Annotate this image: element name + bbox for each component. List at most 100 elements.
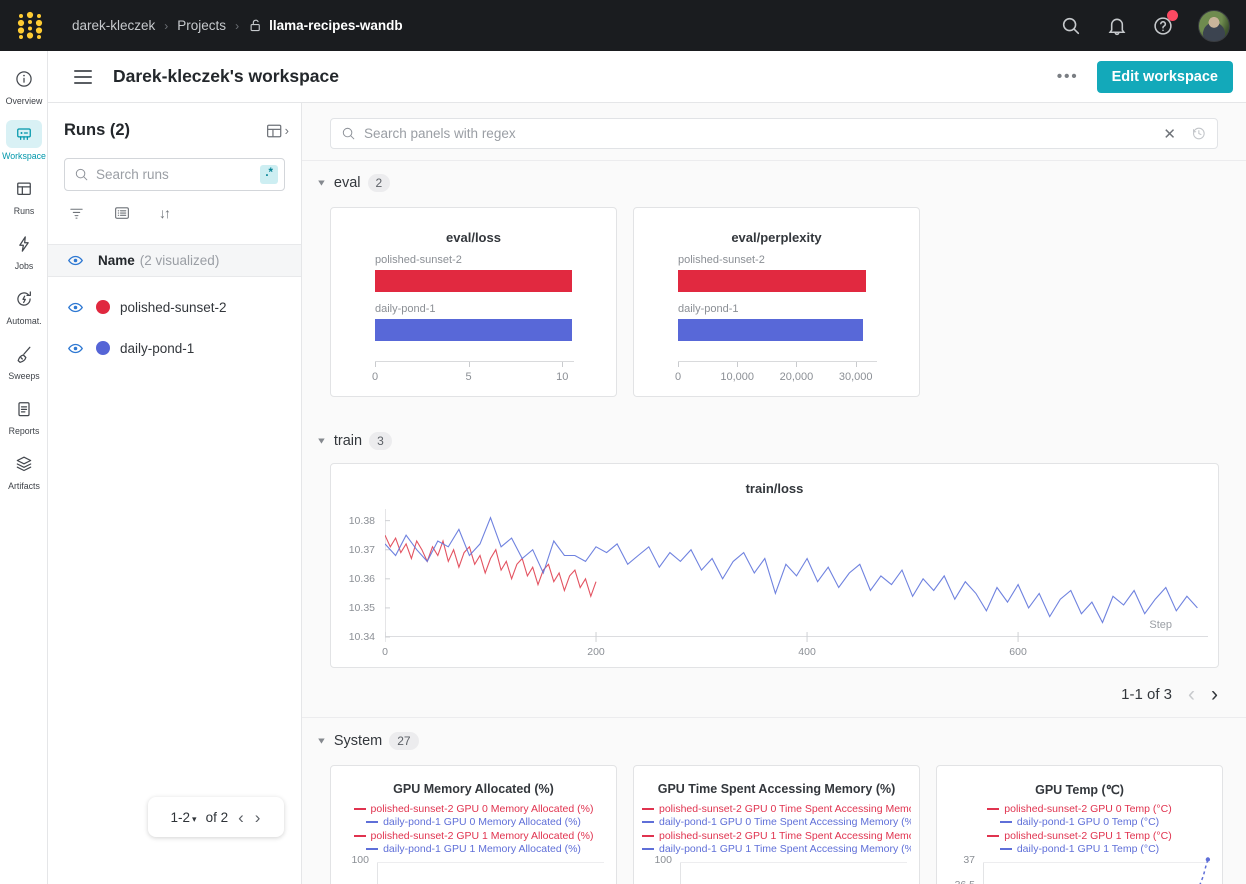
sidebar-item-artifacts[interactable]: Artifacts bbox=[0, 450, 48, 491]
eval-loss-panel[interactable]: eval/loss polished-sunset-2 daily-pond-1 0 5… bbox=[330, 207, 617, 397]
bar-series-label: polished-sunset-2 bbox=[375, 254, 462, 266]
bar-polished-sunset-2[interactable] bbox=[678, 270, 867, 292]
legend-item[interactable]: daily-pond-1 GPU 0 Temp (°C) bbox=[945, 816, 1214, 830]
x-tick-label: 200 bbox=[587, 646, 605, 658]
notifications-bell-icon[interactable] bbox=[1106, 15, 1128, 37]
runs-header-row[interactable]: Name (2 visualized) bbox=[48, 244, 301, 277]
runs-search-input[interactable] bbox=[96, 167, 261, 182]
legend-item[interactable]: polished-sunset-2 GPU 1 Temp (°C) bbox=[945, 829, 1214, 843]
clear-search-icon[interactable]: ✕ bbox=[1163, 125, 1176, 143]
panel-menu-icon[interactable] bbox=[74, 69, 92, 84]
legend-marker bbox=[366, 848, 379, 851]
section-label[interactable]: System bbox=[333, 733, 383, 749]
legend-item[interactable]: daily-pond-1 GPU 1 Temp (°C) bbox=[945, 843, 1214, 857]
section-header-train: ▼ train 3 bbox=[316, 432, 392, 450]
legend-label: polished-sunset-2 GPU 0 Temp (°C) bbox=[1004, 802, 1172, 815]
help-icon[interactable] bbox=[1152, 9, 1178, 37]
breadcrumb-project[interactable]: llama-recipes-wandb bbox=[248, 18, 403, 33]
visibility-eye-icon[interactable] bbox=[67, 340, 84, 357]
eval-perplexity-panel[interactable]: eval/perplexity polished-sunset-2 daily-po… bbox=[633, 207, 920, 397]
legend-item[interactable]: polished-sunset-2 GPU 0 Memory Allocated… bbox=[339, 802, 608, 816]
y-tick-label: 10.37 bbox=[348, 543, 375, 556]
sidebar-item-label: Jobs bbox=[14, 261, 34, 271]
runs-page-range-dropdown[interactable]: 1-2 ▾ bbox=[170, 809, 197, 825]
x-tick-label: 600 bbox=[1009, 646, 1027, 658]
wandb-logo-icon[interactable] bbox=[15, 11, 45, 41]
legend-item[interactable]: polished-sunset-2 GPU 1 Time Spent Acces… bbox=[642, 829, 911, 843]
top-navbar: darek-kleczek › Projects › llama-recipes… bbox=[0, 0, 1246, 51]
run-color-dot bbox=[96, 341, 110, 355]
user-avatar[interactable] bbox=[1198, 9, 1230, 42]
legend-item[interactable]: daily-pond-1 GPU 1 Memory Allocated (%) bbox=[339, 843, 608, 857]
group-list-icon[interactable] bbox=[113, 205, 131, 221]
gridline bbox=[983, 862, 1210, 863]
gridline bbox=[377, 862, 604, 863]
train-loss-panel[interactable]: train/loss 10.34 10.35 10.36 10.37 10.38 0 20… bbox=[330, 463, 1219, 668]
filter-icon[interactable] bbox=[68, 206, 85, 221]
gridline bbox=[680, 862, 907, 863]
legend-item[interactable]: daily-pond-1 GPU 0 Time Spent Accessing … bbox=[642, 816, 911, 830]
breadcrumb-projects[interactable]: Projects bbox=[177, 18, 227, 33]
bar-plot: polished-sunset-2 daily-pond-1 bbox=[678, 254, 877, 352]
x-axis: 0 10,000 20,000 30,000 bbox=[675, 361, 877, 387]
sidebar-item-workspace[interactable]: Workspace bbox=[0, 120, 48, 161]
prev-page-icon[interactable]: ‹ bbox=[238, 807, 244, 827]
search-icon[interactable] bbox=[1060, 15, 1082, 37]
bar-daily-pond-1[interactable] bbox=[375, 319, 572, 341]
left-nav-rail: Overview Workspace Runs Jobs Automat. Sweeps R… bbox=[0, 51, 48, 884]
legend-item[interactable]: polished-sunset-2 GPU 0 Time Spent Acces… bbox=[642, 802, 911, 816]
next-page-icon[interactable]: › bbox=[254, 807, 261, 827]
run-row-polished-sunset-2[interactable]: polished-sunset-2 bbox=[48, 287, 301, 327]
sidebar-item-runs[interactable]: Runs bbox=[0, 175, 48, 216]
eval-panels-row: eval/loss polished-sunset-2 daily-pond-1 0 5… bbox=[330, 207, 920, 397]
sidebar-item-overview[interactable]: Overview bbox=[0, 65, 48, 106]
breadcrumb-separator: › bbox=[235, 18, 240, 33]
chevron-down-icon[interactable]: ▼ bbox=[316, 436, 327, 446]
sidebar-item-reports[interactable]: Reports bbox=[0, 395, 48, 436]
legend-item[interactable]: polished-sunset-2 GPU 0 Temp (°C) bbox=[945, 802, 1214, 816]
sidebar-item-sweeps[interactable]: Sweeps bbox=[0, 340, 48, 381]
workspace-icon bbox=[6, 120, 42, 148]
gpu-temp-panel[interactable]: GPU Temp (℃) polished-sunset-2 GPU 0 Temp… bbox=[936, 765, 1223, 884]
sidebar-item-jobs[interactable]: Jobs bbox=[0, 230, 48, 271]
x-tick-label: 30,000 bbox=[838, 371, 873, 383]
x-tick-label: 400 bbox=[798, 646, 816, 658]
workspace-header: Darek-kleczek's workspace ••• Edit works… bbox=[48, 51, 1246, 103]
search-icon bbox=[75, 168, 88, 181]
history-icon[interactable] bbox=[1190, 125, 1207, 142]
run-row-daily-pond-1[interactable]: daily-pond-1 bbox=[48, 328, 301, 368]
legend-label: daily-pond-1 GPU 1 Temp (°C) bbox=[1016, 843, 1160, 856]
lock-open-icon bbox=[250, 19, 260, 32]
visibility-eye-icon[interactable] bbox=[67, 299, 84, 316]
chevron-down-icon[interactable]: ▼ bbox=[316, 736, 327, 746]
y-tick-label: 36.5 bbox=[947, 879, 975, 884]
edit-workspace-button[interactable]: Edit workspace bbox=[1096, 60, 1233, 93]
x-axis-label: Step bbox=[1149, 619, 1172, 631]
section-label[interactable]: eval bbox=[333, 175, 361, 191]
more-options-icon[interactable]: ••• bbox=[1056, 68, 1079, 85]
panel-search-input[interactable] bbox=[364, 126, 1164, 141]
regex-toggle-badge[interactable]: .* bbox=[260, 165, 278, 184]
next-page-icon[interactable]: › bbox=[1211, 683, 1218, 706]
bar-polished-sunset-2[interactable] bbox=[375, 270, 572, 292]
y-tick-label: 100 bbox=[654, 854, 672, 866]
visibility-eye-icon[interactable] bbox=[67, 252, 84, 269]
legend-item[interactable]: polished-sunset-2 GPU 1 Memory Allocated… bbox=[339, 829, 608, 843]
bar-daily-pond-1[interactable] bbox=[678, 319, 864, 341]
runs-table-expand-icon[interactable]: › bbox=[265, 122, 289, 140]
gpu-time-accessing-memory-panel[interactable]: GPU Time Spent Accessing Memory (%) polis… bbox=[633, 765, 920, 884]
system-panels-row: GPU Memory Allocated (%) polished-sunset-… bbox=[330, 765, 1223, 884]
runs-search-box: .* bbox=[64, 158, 285, 191]
prev-page-icon[interactable]: ‹ bbox=[1188, 683, 1195, 706]
automations-icon bbox=[6, 285, 42, 313]
chevron-down-icon[interactable]: ▼ bbox=[316, 178, 327, 188]
section-label[interactable]: train bbox=[333, 433, 363, 449]
x-tick-label: 0 bbox=[382, 646, 388, 658]
legend-item[interactable]: daily-pond-1 GPU 0 Memory Allocated (%) bbox=[339, 816, 608, 830]
breadcrumb-user[interactable]: darek-kleczek bbox=[72, 18, 156, 33]
gpu-memory-allocated-panel[interactable]: GPU Memory Allocated (%) polished-sunset-… bbox=[330, 765, 617, 884]
sidebar-item-automat[interactable]: Automat. bbox=[0, 285, 48, 326]
legend-item[interactable]: daily-pond-1 GPU 1 Time Spent Accessing … bbox=[642, 843, 911, 857]
sort-icon[interactable]: ↓↑ bbox=[159, 205, 171, 221]
y-tick-label: 10.38 bbox=[348, 514, 375, 527]
